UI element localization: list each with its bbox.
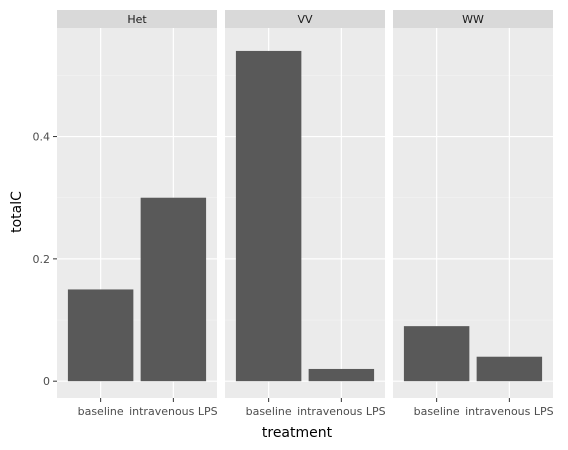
bar-het-baseline bbox=[67, 289, 134, 382]
bar-ww-baseline bbox=[403, 326, 470, 382]
facet-strip bbox=[393, 10, 553, 28]
facet-panels: Het baseline intravenous LPS VV baseline intr… bbox=[57, 10, 554, 418]
x-tick-label: baseline bbox=[246, 405, 292, 418]
bar-vv-intravenous-lps bbox=[308, 368, 375, 382]
y-tick-label: 0.2 bbox=[33, 253, 51, 266]
y-axis: 0 0.2 0.4 bbox=[33, 131, 57, 388]
x-tick-label: intravenous LPS bbox=[129, 405, 218, 418]
facet-strip bbox=[57, 10, 217, 28]
x-tick-label: baseline bbox=[414, 405, 460, 418]
facet-panel-het: Het baseline intravenous LPS bbox=[57, 10, 218, 418]
facet-strip-label: VV bbox=[297, 13, 313, 26]
bar-vv-baseline bbox=[235, 50, 302, 382]
y-tick-label: 0.4 bbox=[33, 131, 51, 144]
facet-strip bbox=[225, 10, 385, 28]
x-tick-label: baseline bbox=[78, 405, 124, 418]
facet-strip-label: Het bbox=[127, 13, 147, 26]
x-tick-label: intravenous LPS bbox=[297, 405, 386, 418]
facet-strip-label: WW bbox=[462, 13, 484, 26]
facet-panel-vv: VV baseline intravenous LPS bbox=[225, 10, 386, 418]
bar-ww-intravenous-lps bbox=[476, 356, 543, 382]
y-axis-title: totalC bbox=[9, 191, 25, 233]
y-tick-label: 0 bbox=[43, 375, 50, 388]
bar-het-intravenous-lps bbox=[140, 197, 207, 382]
x-axis-title: treatment bbox=[262, 425, 333, 441]
x-tick-label: intravenous LPS bbox=[465, 405, 554, 418]
facet-panel-ww: WW baseline intravenous LPS bbox=[393, 10, 554, 418]
